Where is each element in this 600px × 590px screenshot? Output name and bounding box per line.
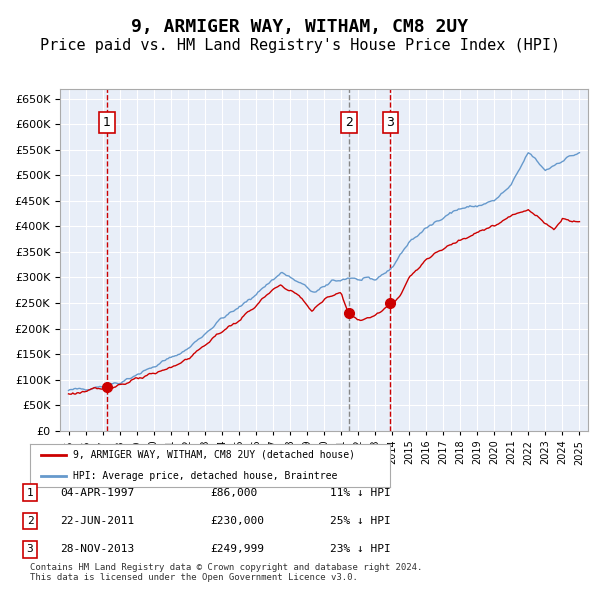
Text: 3: 3	[26, 545, 34, 554]
Text: £230,000: £230,000	[210, 516, 264, 526]
Text: £86,000: £86,000	[210, 488, 257, 497]
Text: 2: 2	[26, 516, 34, 526]
Text: HPI: Average price, detached house, Braintree: HPI: Average price, detached house, Brai…	[73, 471, 338, 481]
Text: 2: 2	[345, 116, 353, 129]
Text: Price paid vs. HM Land Registry's House Price Index (HPI): Price paid vs. HM Land Registry's House …	[40, 38, 560, 53]
Text: 25% ↓ HPI: 25% ↓ HPI	[330, 516, 391, 526]
Text: 3: 3	[386, 116, 394, 129]
Text: Contains HM Land Registry data © Crown copyright and database right 2024.
This d: Contains HM Land Registry data © Crown c…	[30, 563, 422, 582]
Text: 1: 1	[26, 488, 34, 497]
Text: £249,999: £249,999	[210, 545, 264, 554]
Text: 9, ARMIGER WAY, WITHAM, CM8 2UY (detached house): 9, ARMIGER WAY, WITHAM, CM8 2UY (detache…	[73, 450, 355, 460]
Text: 22-JUN-2011: 22-JUN-2011	[60, 516, 134, 526]
Text: 1: 1	[103, 116, 111, 129]
Text: 11% ↓ HPI: 11% ↓ HPI	[330, 488, 391, 497]
Text: 23% ↓ HPI: 23% ↓ HPI	[330, 545, 391, 554]
Text: 9, ARMIGER WAY, WITHAM, CM8 2UY: 9, ARMIGER WAY, WITHAM, CM8 2UY	[131, 18, 469, 36]
Text: 28-NOV-2013: 28-NOV-2013	[60, 545, 134, 554]
Text: 04-APR-1997: 04-APR-1997	[60, 488, 134, 497]
